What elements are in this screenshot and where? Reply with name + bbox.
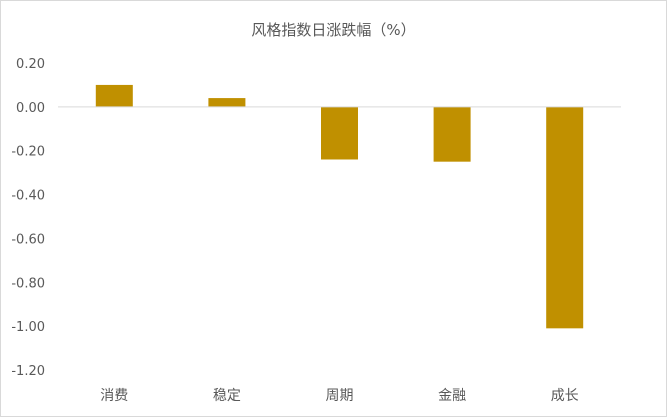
y-tick-label: -0.60 xyxy=(11,232,45,247)
x-axis-labels: 消费 稳定 周期 金融 成长 xyxy=(100,388,578,404)
x-category-label: 稳定 xyxy=(213,388,241,404)
x-category-label: 消费 xyxy=(100,388,128,404)
y-axis-ticks: 0.20 0.00 -0.20 -0.40 -0.60 -0.80 -1.00 -1.20 xyxy=(11,57,45,379)
y-tick-label: -0.20 xyxy=(11,145,45,160)
bar-4 xyxy=(546,106,584,329)
bar-1 xyxy=(208,98,246,107)
y-tick-label: -1.20 xyxy=(11,364,45,379)
x-category-label: 金融 xyxy=(438,388,466,404)
y-tick-label: 0.00 xyxy=(16,101,45,116)
chart-title: 风格指数日涨跌幅（%） xyxy=(251,21,416,39)
bar-3 xyxy=(433,106,471,162)
y-tick-label: 0.20 xyxy=(16,57,45,72)
y-tick-label: -0.40 xyxy=(11,189,45,204)
x-category-label: 成长 xyxy=(551,388,579,404)
bar-0 xyxy=(95,84,133,107)
bars xyxy=(95,84,584,329)
y-tick-label: -1.00 xyxy=(11,320,45,335)
x-category-label: 周期 xyxy=(326,388,354,404)
bar-2 xyxy=(321,106,358,160)
y-tick-label: -0.80 xyxy=(11,276,45,291)
